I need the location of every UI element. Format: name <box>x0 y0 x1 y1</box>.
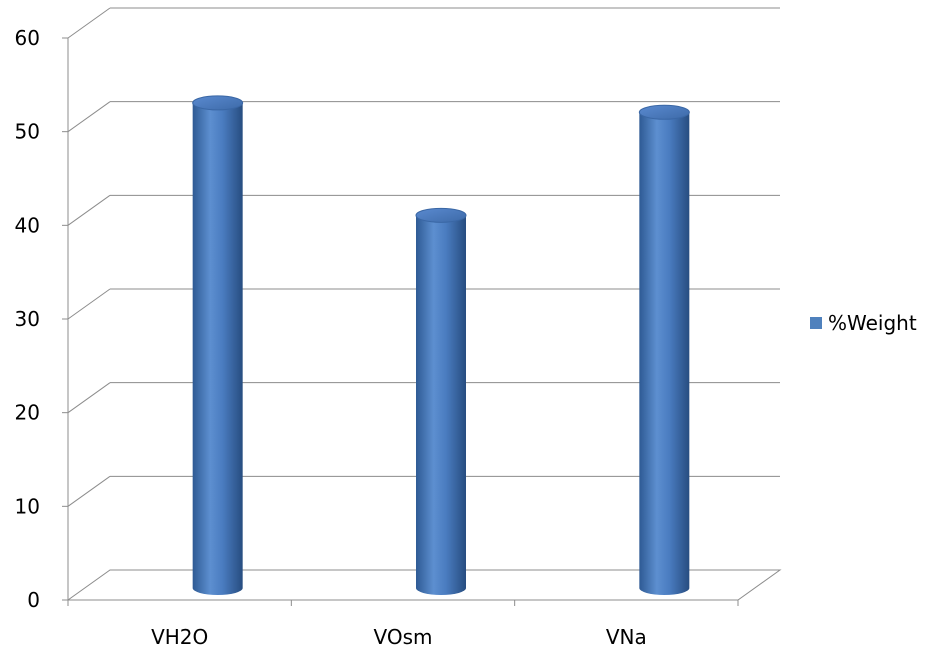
side-gridline <box>67 7 111 39</box>
side-gridline <box>67 382 111 414</box>
y-tick-label: 20 <box>15 401 40 425</box>
side-gridline <box>67 475 111 507</box>
bar-vosm <box>415 207 467 596</box>
y-tick-label: 50 <box>15 120 40 144</box>
legend-swatch <box>810 317 822 329</box>
y-tick-label: 40 <box>15 213 40 237</box>
bar-body <box>416 215 466 596</box>
side-gridline <box>67 288 111 320</box>
bars <box>192 95 690 596</box>
legend: %Weight <box>810 311 917 335</box>
y-axis-ticks: 0 10 20 30 40 50 60 <box>15 26 40 612</box>
y-tick-label: 30 <box>15 307 40 331</box>
side-gridline <box>67 194 111 226</box>
bar-top <box>415 207 467 223</box>
y-tick-label: 60 <box>15 26 40 50</box>
side-gridline <box>67 101 111 133</box>
x-tick-label: VH2O <box>151 625 208 646</box>
bar-body <box>639 112 690 596</box>
x-axis-ticks: VH2O VOsm VNa <box>151 625 647 646</box>
y-tick-label: 10 <box>15 494 40 518</box>
axes <box>62 37 739 606</box>
bar-body <box>192 102 243 595</box>
bar-top <box>638 104 690 120</box>
bar-vna <box>638 104 690 596</box>
legend-label: %Weight <box>828 311 917 335</box>
bar-top <box>192 95 244 111</box>
x-tick-label: VNa <box>606 625 647 646</box>
y-tick-label: 0 <box>27 588 40 612</box>
x-tick-label: VOsm <box>374 625 433 646</box>
bar-vh2o <box>192 95 244 595</box>
